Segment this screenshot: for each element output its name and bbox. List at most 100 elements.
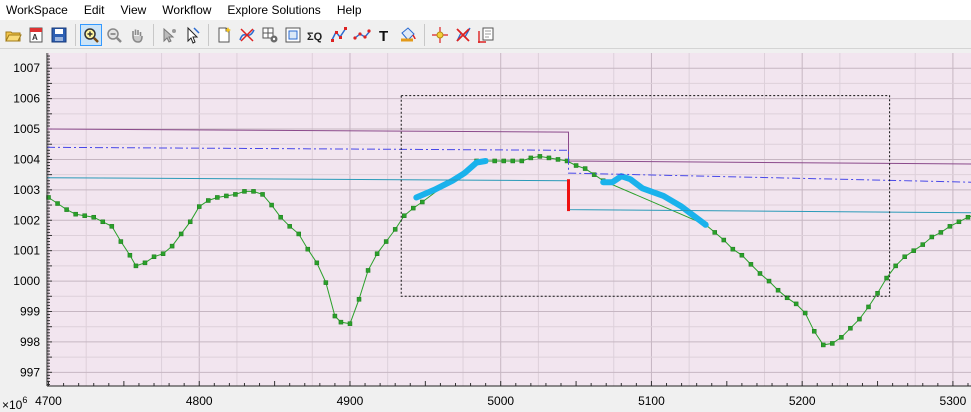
- y-tick-label: 1002: [13, 213, 40, 227]
- toolbar-separator: [75, 23, 76, 46]
- delete-point-icon: [456, 27, 471, 42]
- data-point-marker: [160, 251, 166, 256]
- data-point-marker: [82, 213, 87, 218]
- fit-window-button[interactable]: [282, 24, 304, 46]
- line-markers-button[interactable]: [328, 24, 350, 46]
- menu-workflow[interactable]: Workflow: [162, 3, 212, 17]
- data-point-marker: [902, 254, 907, 260]
- toolbar-separator: [153, 23, 154, 46]
- plot-area[interactable]: 997 998 999 1000 1001 1002 1003 1004 1005 1006 100…: [0, 50, 971, 412]
- toolbar-separator: [208, 23, 209, 46]
- open-folder-icon: [5, 31, 22, 41]
- data-point-marker: [929, 234, 935, 240]
- zoom-selection-box[interactable]: [400, 95, 891, 297]
- text-report-icon: A: [29, 27, 43, 42]
- delete-point-button[interactable]: [452, 24, 474, 46]
- highlighted-segment: [413, 158, 489, 201]
- series-layer: [46, 128, 971, 348]
- data-point-marker: [965, 214, 971, 220]
- grid-gear-icon: [262, 27, 278, 42]
- data-point-marker: [251, 189, 256, 194]
- cursor-point-icon: [478, 27, 494, 43]
- x-tick-label: 5200: [789, 394, 816, 408]
- data-point-marker: [866, 304, 871, 310]
- curve-edit-icon: [239, 27, 255, 42]
- data-point-marker: [323, 280, 329, 285]
- select-cursor-button[interactable]: [181, 24, 203, 46]
- crosshair-button[interactable]: [429, 24, 451, 46]
- data-point-marker: [109, 224, 115, 229]
- svg-text:T: T: [379, 28, 388, 44]
- text-report-button[interactable]: A: [25, 24, 47, 46]
- paint-bucket-icon: [401, 26, 416, 41]
- new-document-icon: [218, 26, 231, 42]
- data-point-marker: [296, 231, 301, 237]
- data-point-marker: [857, 316, 862, 322]
- menu-edit[interactable]: Edit: [83, 3, 105, 17]
- data-point-marker: [206, 198, 211, 203]
- pan-hand-button[interactable]: [126, 24, 148, 46]
- data-point-marker: [712, 230, 718, 235]
- data-point-marker: [356, 297, 362, 302]
- scatter-button[interactable]: [351, 24, 373, 46]
- x-tick-label: 5100: [638, 394, 665, 408]
- data-point-marker: [196, 204, 202, 209]
- data-point-marker: [956, 219, 962, 225]
- data-point-marker: [528, 155, 534, 161]
- open-folder-button[interactable]: [2, 24, 24, 46]
- data-point-marker: [875, 290, 880, 296]
- paint-bucket-button[interactable]: [397, 24, 419, 46]
- data-point-marker: [338, 319, 344, 325]
- save-icon: [51, 27, 67, 42]
- y-tick-label: 1007: [13, 61, 40, 75]
- y-tick-label: 1001: [13, 244, 40, 258]
- curve-edit-button[interactable]: [236, 24, 258, 46]
- zoom-out-button[interactable]: [103, 24, 125, 46]
- menu-help[interactable]: Help: [336, 3, 362, 17]
- grid-gear-button[interactable]: [259, 24, 281, 46]
- data-point-marker: [893, 263, 898, 269]
- data-point-marker: [730, 246, 736, 252]
- text-t-icon: T: [379, 28, 388, 44]
- data-point-marker: [151, 254, 157, 260]
- menu-workspace[interactable]: WorkSpace: [6, 3, 68, 17]
- y-tick-label: 1005: [13, 122, 40, 136]
- data-point-marker: [784, 295, 790, 301]
- pan-hand-icon: [132, 29, 143, 43]
- line-markers-icon: [331, 26, 347, 42]
- select-point-button[interactable]: [158, 24, 180, 46]
- y-multiplier-base: ×10: [2, 398, 23, 412]
- menu-view[interactable]: View: [120, 3, 147, 17]
- data-point-marker: [100, 219, 106, 225]
- y-tick-label: 1003: [13, 183, 40, 197]
- data-point-marker: [420, 199, 425, 205]
- data-point-marker: [757, 271, 763, 276]
- fit-window-icon: [285, 27, 301, 42]
- data-point-marker: [546, 155, 552, 161]
- zoom-in-button[interactable]: [80, 23, 102, 46]
- y-multiplier-exponent: 6: [22, 395, 27, 405]
- data-point-marker: [938, 230, 944, 235]
- save-button[interactable]: [48, 24, 70, 46]
- tick-labels: 997 998 999 1000 1001 1002 1003 1004 1005 1006 100…: [2, 61, 967, 412]
- sigma-q-button[interactable]: ΣQ: [305, 24, 327, 46]
- y-tick-label: 1004: [13, 152, 40, 166]
- data-point-marker: [287, 224, 292, 229]
- data-point-marker: [766, 278, 772, 284]
- axes: [46, 53, 971, 387]
- new-document-button[interactable]: [213, 24, 235, 46]
- data-point-marker: [55, 201, 60, 206]
- data-point-marker: [178, 231, 184, 237]
- menu-explore-solutions[interactable]: Explore Solutions: [227, 3, 321, 17]
- data-point-marker: [260, 192, 265, 197]
- zoom-in-icon: [84, 27, 99, 43]
- x-tick-label: 4900: [337, 394, 364, 408]
- data-point-marker: [332, 313, 338, 319]
- sigma-q-icon: ΣQ: [307, 31, 323, 43]
- data-point-marker: [64, 207, 69, 212]
- data-point-marker: [392, 227, 398, 232]
- text-t-button[interactable]: T: [374, 24, 396, 46]
- plot-background[interactable]: [47, 53, 971, 386]
- cursor-point-button[interactable]: [475, 24, 497, 46]
- y-tick-label: 997: [20, 365, 40, 379]
